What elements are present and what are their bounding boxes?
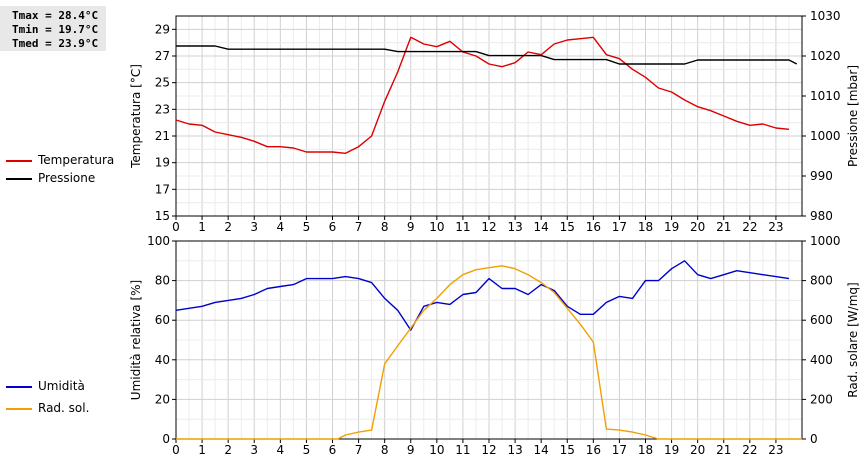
x-tick-label: 10 <box>429 443 444 457</box>
x-tick-label: 4 <box>277 443 285 457</box>
x-tick-label: 5 <box>303 220 311 234</box>
y-tick-label: 40 <box>155 353 170 367</box>
x-tick-label: 1 <box>198 443 206 457</box>
series-line-temperatura <box>175 36 790 155</box>
y2-axis-label: Rad. solare [W/mq] <box>846 282 860 397</box>
x-tick-label: 16 <box>586 220 601 234</box>
x-tick-label: 23 <box>768 220 783 234</box>
legend-swatch-radsol <box>6 408 32 410</box>
y-tick-label: 29 <box>155 22 170 36</box>
x-tick-label: 6 <box>329 220 337 234</box>
x-tick-label: 7 <box>355 443 363 457</box>
x-tick-label: 7 <box>355 220 363 234</box>
y-tick-label: 17 <box>155 182 170 196</box>
x-tick-label: 6 <box>329 443 337 457</box>
x-tick-label: 11 <box>455 220 470 234</box>
x-tick-label: 4 <box>277 220 285 234</box>
y-tick-label: 20 <box>155 392 170 406</box>
y-tick-label: 21 <box>155 129 170 143</box>
x-tick-label: 9 <box>407 220 415 234</box>
x-tick-label: 12 <box>481 220 496 234</box>
x-tick-label: 10 <box>429 220 444 234</box>
stats-box: Tmax = 28.4°C Tmin = 19.7°C Tmed = 23.9°… <box>0 6 106 51</box>
x-tick-label: 22 <box>742 443 757 457</box>
y2-tick-label: 400 <box>810 353 833 367</box>
x-tick-label: 21 <box>716 220 731 234</box>
legend-swatch-umidita <box>6 386 32 388</box>
x-tick-label: 11 <box>455 443 470 457</box>
x-tick-label: 17 <box>612 220 627 234</box>
x-tick-label: 16 <box>586 443 601 457</box>
legend-label-radsol: Rad. sol. <box>38 401 90 415</box>
y2-tick-label: 980 <box>810 209 833 223</box>
y2-axis-label: Pressione [mbar] <box>846 65 860 167</box>
y2-tick-label: 800 <box>810 274 833 288</box>
x-tick-label: 5 <box>303 443 311 457</box>
y2-tick-label: 1030 <box>810 9 841 23</box>
x-tick-label: 8 <box>381 220 389 234</box>
x-tick-label: 12 <box>481 443 496 457</box>
series-line-rad-sol <box>176 265 802 440</box>
x-tick-label: 3 <box>250 220 258 234</box>
y-tick-label: 23 <box>155 102 170 116</box>
y-tick-label: 15 <box>155 209 170 223</box>
x-tick-label: 8 <box>381 443 389 457</box>
series-line-umidit <box>175 260 790 331</box>
y-axis-label: Temperatura [°C] <box>129 64 143 169</box>
y2-tick-label: 990 <box>810 169 833 183</box>
y-tick-label: 19 <box>155 156 170 170</box>
y2-tick-label: 1010 <box>810 89 841 103</box>
y-tick-label: 80 <box>155 274 170 288</box>
legend-swatch-pressione <box>6 178 32 180</box>
series-line-pressione <box>176 45 798 65</box>
tmin-label: Tmin = 19.7°C <box>12 23 99 36</box>
x-tick-label: 20 <box>690 220 705 234</box>
x-tick-label: 23 <box>768 443 783 457</box>
tmed-label: Tmed = 23.9°C <box>12 37 99 50</box>
x-tick-label: 2 <box>224 443 232 457</box>
y-axis-label: Umidità relativa [%] <box>129 280 143 400</box>
x-tick-label: 13 <box>507 443 522 457</box>
x-tick-label: 15 <box>560 220 575 234</box>
y-tick-label: 60 <box>155 313 170 327</box>
x-tick-label: 18 <box>638 220 653 234</box>
x-tick-label: 1 <box>198 220 206 234</box>
x-tick-label: 19 <box>664 443 679 457</box>
y-tick-label: 100 <box>147 234 170 248</box>
x-tick-label: 21 <box>716 443 731 457</box>
tmax-label: Tmax = 28.4°C <box>12 9 99 22</box>
legend-swatch-temperatura <box>6 160 32 162</box>
x-tick-label: 9 <box>407 443 415 457</box>
x-tick-label: 14 <box>534 220 549 234</box>
x-tick-label: 2 <box>224 220 232 234</box>
legend-label-pressione: Pressione <box>38 171 96 185</box>
x-tick-label: 14 <box>534 443 549 457</box>
x-tick-label: 18 <box>638 443 653 457</box>
y2-tick-label: 1000 <box>810 234 841 248</box>
y-tick-label: 25 <box>155 76 170 90</box>
y2-tick-label: 200 <box>810 392 833 406</box>
x-tick-label: 0 <box>172 220 180 234</box>
x-tick-label: 22 <box>742 220 757 234</box>
legend-label-umidita: Umidità <box>38 379 85 393</box>
legend-label-temperatura: Temperatura <box>38 153 115 167</box>
y-tick-label: 27 <box>155 49 170 63</box>
x-tick-label: 20 <box>690 443 705 457</box>
y-tick-label: 0 <box>162 432 170 446</box>
x-tick-label: 0 <box>172 443 180 457</box>
x-tick-label: 3 <box>250 443 258 457</box>
x-tick-label: 15 <box>560 443 575 457</box>
y2-tick-label: 600 <box>810 313 833 327</box>
y2-tick-label: 1020 <box>810 49 841 63</box>
y2-tick-label: 0 <box>810 432 818 446</box>
y2-tick-label: 1000 <box>810 129 841 143</box>
x-tick-label: 13 <box>507 220 522 234</box>
x-tick-label: 19 <box>664 220 679 234</box>
x-tick-label: 17 <box>612 443 627 457</box>
